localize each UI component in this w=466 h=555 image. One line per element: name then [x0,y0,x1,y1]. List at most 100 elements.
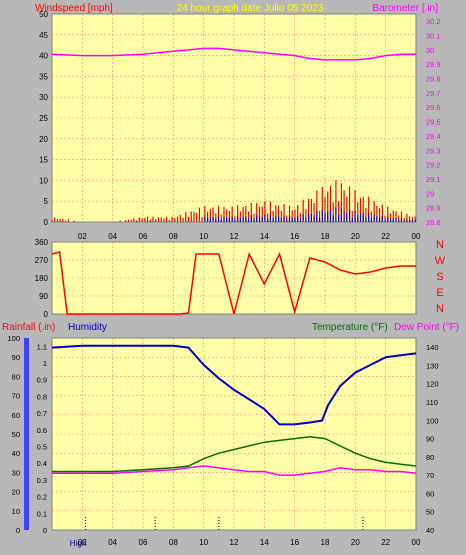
time-tick-label: 02 [78,232,87,241]
dewpoint-label: Dew Point (°F) [394,322,459,333]
rain-tick-label: 0.6 [37,426,47,435]
baro-tick-label: 29.5 [426,118,441,127]
rain-tick-label: 1.1 [37,342,47,351]
compass-label: N [436,239,444,251]
rain-axis-bar [24,338,29,530]
wind-tick-label: 50 [39,10,48,19]
direction-tick-label: 90 [39,292,48,301]
time-tick-label: 10 [199,232,208,241]
time-tick-label: 16 [290,538,299,547]
time-tick-label: 04 [108,538,117,547]
time-tick-label: 06 [139,232,148,241]
humidity-tick-label: 0 [16,526,20,535]
humidity-tick-label: 60 [12,411,20,420]
time-tick-label: 08 [169,232,178,241]
baro-tick-label: 29.3 [426,146,441,155]
rain-tick-label: 0.5 [37,443,47,452]
wind-tick-label: 10 [39,176,48,185]
direction-tick-label: 180 [35,274,49,283]
rain-tick-label: 0.4 [37,459,47,468]
rain-tick-label: 0.1 [37,509,47,518]
dewpoint-line [52,465,417,476]
rain-tick-label: 0 [43,526,47,535]
wind-tick-label: 45 [39,31,48,40]
baro-tick-label: 28.8 [426,218,441,227]
time-tick-label: 14 [260,538,269,547]
baro-tick-label: 30.2 [426,17,441,26]
humidity-tick-label: 20 [12,488,20,497]
humidity-tick-label: 100 [7,334,20,343]
wind-tick-label: 15 [39,156,48,165]
humidity-label: Humidity [68,322,107,333]
baro-tick-label: 30 [426,46,434,55]
temp-tick-label: 70 [426,471,434,480]
rain-tick-label: 0.7 [37,409,47,418]
temp-tick-label: 50 [426,508,434,517]
baro-tick-label: 29.1 [426,175,441,184]
time-tick-label: 20 [351,232,360,241]
humidity-tick-label: 10 [12,507,20,516]
humidity-line [51,344,417,426]
humidity-tick-label: 90 [12,353,20,362]
wind-tick-label: 35 [39,72,48,81]
wind-tick-label: 40 [39,52,48,61]
compass-label: W [435,255,446,267]
rain-tick-label: 0.2 [37,493,47,502]
temp-tick-label: 90 [426,435,434,444]
compass-label: S [436,271,443,283]
time-tick-label: 14 [260,232,269,241]
baro-tick-label: 29.6 [426,103,441,112]
time-tick-label: 02 [78,538,87,547]
rain-tick-label: 1 [43,359,47,368]
baro-tick-label: 28.9 [426,204,441,213]
rainfall-label: Rainfall (.in) [2,322,55,333]
wind-title: Windspeed [mph] [35,3,113,14]
humidity-tick-label: 70 [12,392,20,401]
temp-tick-label: 80 [426,453,434,462]
humidity-tick-label: 50 [12,430,20,439]
wind-tick-label: 5 [44,197,49,206]
humidity-tick-label: 40 [12,449,20,458]
wind-tick-label: 30 [39,93,48,102]
temp-tick-label: 100 [426,416,439,425]
time-tick-label: 22 [381,538,390,547]
temperature-line [52,435,417,473]
temp-tick-label: 110 [426,398,438,407]
temp-tick-label: 60 [426,489,434,498]
temp-tick-label: 120 [426,380,439,389]
time-tick-label: 00 [412,232,421,241]
wind-tick-label: 20 [39,135,48,144]
direction-tick-label: 0 [44,310,49,319]
wind-tick-label: 0 [44,218,49,227]
barometer-title: Barometer [.in] [372,3,438,14]
time-tick-label: 16 [290,232,299,241]
barometer-line [51,47,416,61]
baro-tick-label: 29.9 [426,60,441,69]
time-tick-label: 12 [230,232,239,241]
temp-tick-label: 140 [426,343,439,352]
time-tick-label: 06 [139,538,148,547]
baro-tick-label: 29.7 [426,89,441,98]
time-tick-label: 12 [230,538,239,547]
rain-tick-label: 0.9 [37,376,47,385]
direction-tick-label: 360 [35,238,49,247]
temp-tick-label: 130 [426,361,439,370]
wind-tick-label: 25 [39,114,48,123]
time-tick-label: 22 [381,232,390,241]
direction-tick-label: 270 [35,256,49,265]
rain-tick-label: 0.8 [37,392,47,401]
baro-tick-label: 29.2 [426,161,441,170]
baro-tick-label: 29 [426,189,434,198]
compass-label: E [436,287,443,299]
temp-tick-label: 40 [426,526,434,535]
time-tick-label: 08 [169,538,178,547]
humidity-tick-label: 80 [12,372,20,381]
rain-tick-label: 0.3 [37,476,47,485]
time-tick-label: 10 [199,538,208,547]
time-tick-label: 00 [412,538,421,547]
baro-tick-label: 29.8 [426,75,441,84]
humidity-tick-label: 30 [12,468,20,477]
time-tick-label: 04 [108,232,117,241]
